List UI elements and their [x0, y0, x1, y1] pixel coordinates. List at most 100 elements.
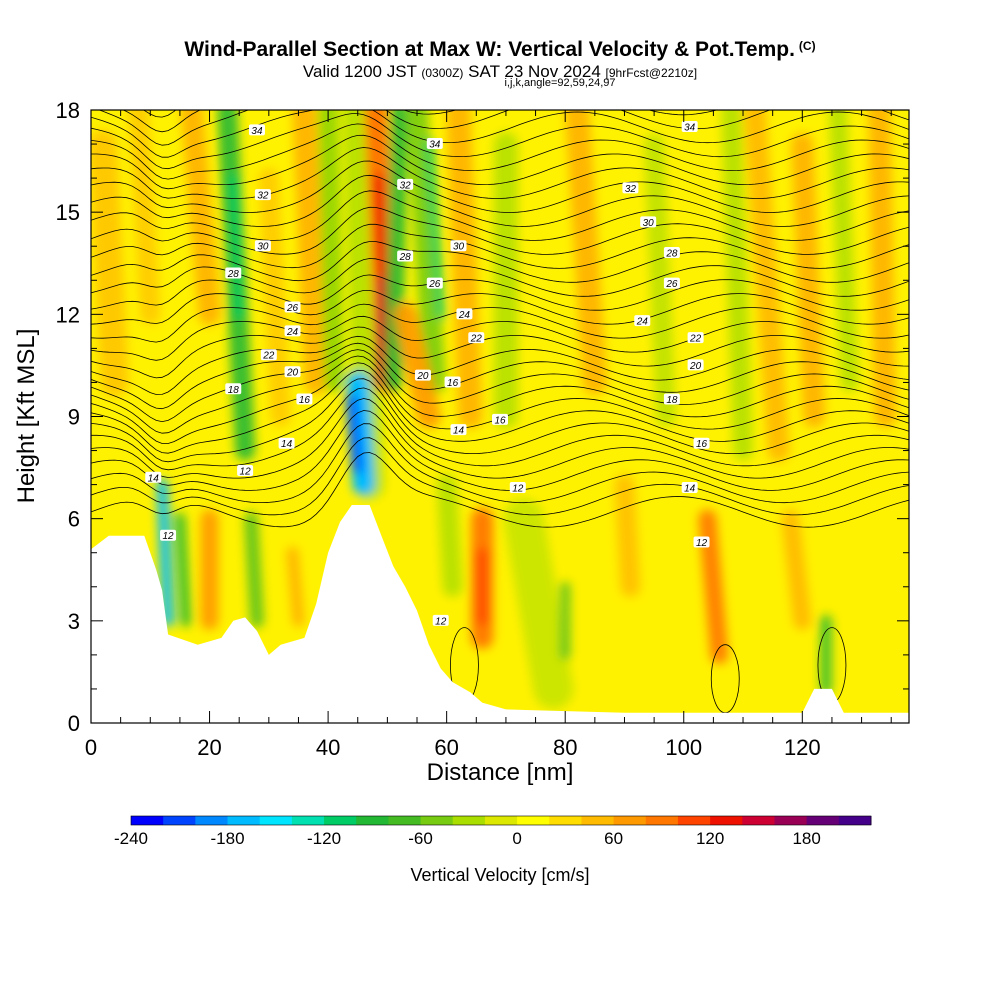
- contour-label: 34: [251, 126, 263, 137]
- colorbar-swatch: [163, 816, 196, 825]
- contour-label-bg: [681, 482, 698, 494]
- x-axis-label: Distance [nm]: [427, 759, 574, 786]
- contour-label-bg: [426, 277, 443, 289]
- y-tick-label: 9: [68, 405, 80, 430]
- colorbar: -240 -180 -120 -60 0 60 120 180: [114, 815, 872, 848]
- contour-label-bg: [681, 121, 698, 133]
- contour-label-bg: [145, 471, 162, 483]
- velocity-band: [173, 512, 192, 627]
- theta-contour: [91, 290, 909, 325]
- contour-label-bg: [693, 536, 710, 548]
- contour-label-bg: [492, 413, 508, 425]
- contour-label-bg: [509, 482, 526, 494]
- colorbar-swatch: [517, 816, 550, 825]
- theta-contour: [97, 110, 909, 146]
- x-tick-label: 40: [316, 735, 340, 760]
- contour-label-bg: [450, 240, 467, 252]
- contour-label-bg: [160, 529, 177, 541]
- theta-contour: [91, 223, 909, 269]
- contour-label-bg: [663, 247, 680, 259]
- contour-label: 26: [428, 279, 441, 290]
- colorbar-swatch: [645, 816, 679, 825]
- theta-contour: [91, 134, 909, 190]
- theta-contour: [91, 42, 909, 84]
- colorbar-tick-label: -180: [211, 829, 245, 848]
- colorbar-swatch: [388, 816, 422, 825]
- velocity-band: [258, 168, 291, 427]
- contour-label: 26: [665, 279, 678, 290]
- theta-contour: [91, 452, 909, 528]
- colorbar-tick-label: -120: [307, 829, 341, 848]
- theta-contour: [710, 644, 740, 714]
- contour-label-bg: [687, 332, 704, 344]
- y-tick-label: 3: [68, 609, 80, 634]
- colorbar-swatch: [484, 816, 518, 825]
- velocity-band: [393, 302, 441, 429]
- contour-label: 14: [453, 426, 465, 437]
- velocity-band: [345, 393, 364, 474]
- colorbar-swatch: [710, 816, 743, 825]
- contour-label: 34: [684, 123, 696, 134]
- chart-title: Wind-Parallel Section at Max W: Vertical…: [184, 38, 816, 61]
- colorbar-swatch: [324, 816, 357, 825]
- theta-contour: [91, 387, 909, 471]
- velocity-band: [406, 110, 446, 394]
- contour-label-bg: [284, 366, 301, 378]
- theta-contour: [91, 342, 909, 410]
- theta-contour: [91, 190, 909, 241]
- colorbar-swatch: [581, 816, 615, 825]
- velocity-band: [446, 110, 483, 429]
- velocity-band: [503, 498, 574, 709]
- theta-contour: [91, 110, 909, 158]
- theta-contour: [91, 303, 909, 343]
- y-tick-label: 12: [56, 302, 80, 327]
- contour-label-bg: [663, 393, 680, 405]
- theta-contour: [91, 28, 909, 67]
- contour-label: 14: [148, 473, 160, 484]
- contour-label-bg: [260, 349, 277, 361]
- x-tick-label: 80: [553, 735, 577, 760]
- contour-label-bg: [296, 393, 313, 405]
- velocity-band: [743, 110, 790, 462]
- contour-label-bg: [278, 437, 295, 449]
- contour-label: 22: [470, 334, 483, 345]
- colorbar-swatch: [420, 816, 454, 825]
- theta-contour: [91, 410, 909, 491]
- theta-contour: [91, 398, 909, 479]
- velocity-band: [614, 474, 641, 597]
- contour-label: 30: [453, 242, 465, 253]
- velocity-band: [286, 546, 305, 627]
- y-tick-label: 6: [68, 507, 80, 532]
- velocity-band: [644, 134, 676, 427]
- contour-label-bg: [456, 308, 473, 320]
- contour-label-bg: [432, 614, 449, 626]
- contour-label-bg: [254, 189, 271, 201]
- colorbar-swatch: [613, 816, 647, 825]
- contour-label-bg: [450, 424, 467, 436]
- contour-label: 20: [286, 368, 299, 379]
- colorbar-tick-label: 0: [512, 829, 521, 848]
- contour-label: 32: [400, 180, 412, 191]
- colorbar-label: Vertical Velocity [cm/s]: [410, 865, 589, 885]
- contour-label-bg: [426, 138, 443, 150]
- theta-contour: [91, 423, 909, 504]
- velocity-field: 34 34 34 32 32 32 30 30 30 28 28 28 26 26 26 24 24 24 22 22…: [91, 28, 909, 723]
- colorbar-swatch: [774, 816, 808, 825]
- velocity-band: [156, 478, 175, 627]
- contour-label: 12: [696, 538, 708, 549]
- theta-contour: [91, 113, 909, 170]
- contour-label-bg: [468, 332, 485, 344]
- theta-contour: [91, 355, 909, 434]
- theta-contour: [91, 437, 909, 516]
- contour-label-bg: [634, 315, 651, 327]
- velocity-band: [436, 474, 463, 597]
- velocity-band: [828, 110, 859, 392]
- y-tick-label: 0: [68, 711, 80, 736]
- contour-label: 16: [447, 378, 459, 389]
- velocity-band: [781, 509, 812, 630]
- velocity-band: [228, 173, 245, 320]
- colorbar-swatch: [356, 816, 389, 825]
- contour-label-bg: [225, 383, 242, 395]
- contour-label: 22: [689, 334, 702, 345]
